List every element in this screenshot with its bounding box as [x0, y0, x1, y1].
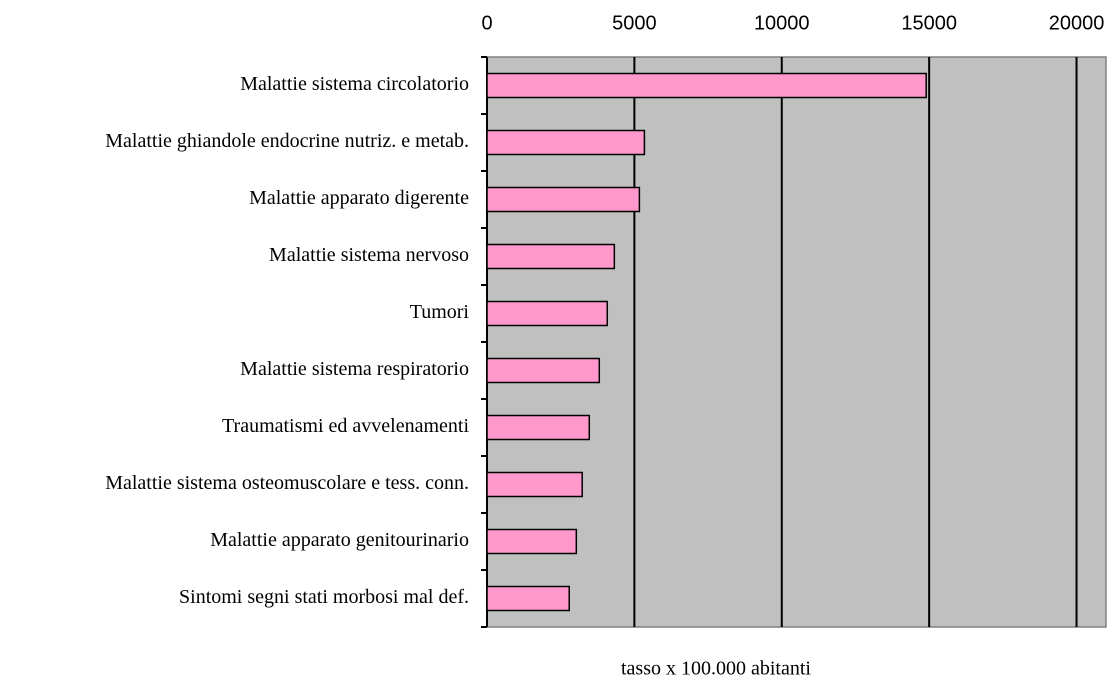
bar: [486, 129, 646, 156]
bar: [486, 528, 578, 555]
x-tick-label: 5000: [612, 12, 657, 34]
bar: [486, 471, 583, 498]
y-tick-label: Malattie sistema respiratorio: [240, 358, 469, 380]
y-tick-label: Traumatismi ed avvelenamenti: [222, 415, 469, 437]
bar: [486, 186, 641, 213]
y-tick-label: Tumori: [410, 301, 470, 323]
bar: [486, 414, 591, 441]
x-tick-label: 0: [481, 12, 492, 34]
y-tick-label: Malattie apparato digerente: [249, 187, 469, 209]
bar: [486, 585, 570, 612]
y-tick-label: Malattie sistema osteomuscolare e tess. …: [105, 472, 469, 494]
x-tick-label: 15000: [901, 12, 957, 34]
y-tick-label: Malattie ghiandole endocrine nutriz. e m…: [105, 130, 469, 152]
bar: [486, 357, 601, 384]
x-axis-title: tasso x 100.000 abitanti: [621, 658, 811, 680]
y-tick-label: Malattie sistema circolatorio: [240, 73, 469, 95]
bar: [486, 243, 616, 270]
bar: [486, 72, 927, 99]
x-tick-label: 20000: [1049, 12, 1105, 34]
y-tick-label: Sintomi segni stati morbosi mal def.: [179, 586, 469, 608]
y-tick-label: Malattie sistema nervoso: [269, 244, 469, 266]
bar: [486, 300, 609, 327]
y-tick-label: Malattie apparato genitourinario: [210, 529, 469, 551]
x-tick-label: 10000: [754, 12, 810, 34]
